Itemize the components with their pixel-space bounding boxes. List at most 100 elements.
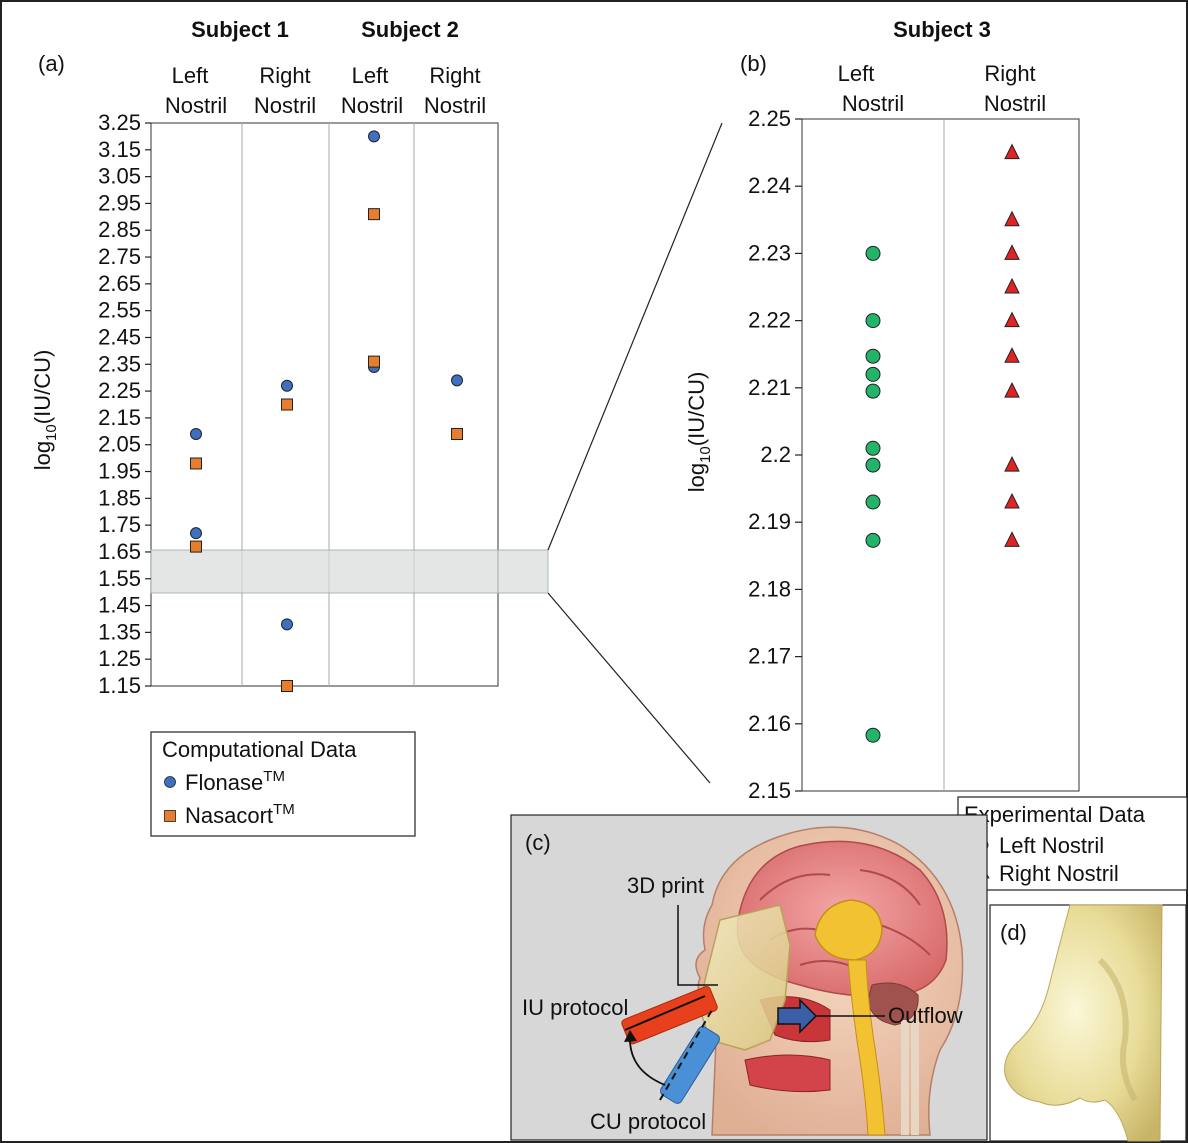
left-nostril-point [865, 348, 881, 364]
nasacort-point [190, 457, 202, 470]
a-y-tick-label: 2.35 [98, 351, 141, 376]
outflow-arrow [777, 998, 818, 1034]
right-nostril-point [1004, 347, 1020, 363]
flonase-point [281, 618, 293, 631]
b-y-tick-label: 2.18 [748, 576, 791, 601]
a-data-points [190, 130, 463, 692]
a-y-tick-label: 3.25 [98, 110, 141, 135]
nose-print-photo [1004, 904, 1163, 1142]
left-nostril-point [865, 313, 881, 329]
cu-protocol-label: CU protocol [590, 1109, 706, 1134]
b-y-tick-label: 2.23 [748, 240, 791, 265]
a-y-axis: 3.253.153.052.952.852.752.652.552.452.35… [98, 110, 151, 698]
brain-folds [759, 869, 931, 971]
b-col-1-line2: Nostril [842, 91, 904, 116]
a-y-tick-label: 1.35 [98, 619, 141, 644]
left-nostril-point [865, 245, 881, 261]
right-nostril-legend-label: Right Nostril [999, 861, 1119, 886]
a-col-4-line1: Right [429, 63, 480, 88]
iu-axis-line [624, 995, 706, 1031]
b-col-1-line1: Left [838, 61, 875, 86]
nasacort-legend-label: NasacortTM [185, 801, 295, 828]
print-leader [677, 905, 718, 986]
right-nostril-point [1004, 531, 1020, 547]
a-y-tick-label: 1.95 [98, 459, 141, 484]
zoom-connector-bottom [547, 592, 711, 784]
b-y-tick-label: 2.19 [748, 509, 791, 534]
b-legend-title: Experimental Data [964, 802, 1146, 827]
right-nostril-point [1004, 455, 1020, 472]
right-nostril-point [1004, 143, 1020, 160]
a-col-1-line1: Left [172, 63, 209, 88]
left-nostril-point [865, 457, 881, 473]
b-col-2-line2: Nostril [984, 91, 1046, 116]
a-col-3-line1: Left [352, 63, 389, 88]
left-nostril-point [865, 440, 881, 456]
nasacort-legend-marker [164, 810, 176, 822]
a-y-tick-label: 1.65 [98, 539, 141, 564]
a-y-tick-label: 2.05 [98, 432, 141, 457]
cerebellum [867, 982, 919, 1026]
flonase-legend-label: FlonaseTM [185, 768, 285, 795]
a-y-tick-label: 2.25 [98, 378, 141, 403]
subject-1-label: Subject 1 [191, 17, 289, 42]
panel-c: (c) 3D print I [510, 814, 988, 1141]
b-y-tick-label: 2.22 [748, 308, 791, 333]
panel-b: (b) Subject 3 Left Nostril Right Nostril… [684, 17, 1188, 891]
left-nostril-point [865, 494, 881, 510]
a-y-tick-label: 2.75 [98, 244, 141, 269]
b-col-2-line1: Right [984, 61, 1035, 86]
a-col-4-line2: Nostril [424, 93, 486, 118]
left-nostril-point [865, 532, 881, 548]
subject-2-label: Subject 2 [361, 17, 459, 42]
a-col-2-line1: Right [259, 63, 310, 88]
rotation-arrow-head [624, 1030, 637, 1042]
panel-a-label: (a) [38, 51, 65, 76]
left-nostril-point [865, 727, 881, 743]
spinal-cord [847, 959, 886, 1136]
right-nostril-point [1004, 277, 1020, 294]
panel-a: (a) Subject 1 Subject 2 Left Nostril Rig… [30, 17, 723, 837]
a-y-tick-label: 3.15 [98, 137, 141, 162]
flonase-legend-marker [164, 776, 176, 788]
print-label: 3D print [627, 873, 704, 898]
a-legend-box [150, 731, 416, 837]
a-legend-title: Computational Data [162, 737, 357, 762]
a-y-tick-label: 2.85 [98, 217, 141, 242]
zoom-band [150, 549, 549, 594]
spine [901, 1020, 919, 1135]
flonase-point [368, 130, 380, 143]
a-legend: Computational Data FlonaseTM NasacortTM [150, 731, 416, 837]
a-y-tick-label: 2.95 [98, 190, 141, 215]
b-legend-box [957, 796, 1188, 891]
left-nostril-legend-label: Left Nostril [999, 833, 1104, 858]
panel-b-label: (b) [740, 51, 767, 76]
panel-d-label: (d) [1000, 920, 1027, 945]
panel-d: (d) [989, 904, 1187, 1142]
a-y-tick-label: 2.45 [98, 324, 141, 349]
b-y-tick-label: 2.24 [748, 173, 791, 198]
a-y-tick-label: 2.15 [98, 405, 141, 430]
nasacort-point [190, 540, 202, 553]
b-y-tick-label: 2.16 [748, 711, 791, 736]
b-y-tick-label: 2.25 [748, 106, 791, 131]
a-y-tick-label: 1.25 [98, 646, 141, 671]
oral-cavity [744, 1054, 831, 1093]
b-plot-area [801, 118, 1080, 792]
left-nostril-point [865, 383, 881, 399]
right-nostril-point [1004, 382, 1020, 398]
right-nostril-point [1004, 210, 1020, 227]
right-nostril-point [1004, 492, 1020, 509]
zoom-connector-top [547, 122, 723, 551]
nasacort-point [368, 355, 380, 368]
a-y-tick-label: 2.55 [98, 298, 141, 323]
b-y-tick-label: 2.15 [748, 778, 791, 803]
nasacort-point [451, 427, 463, 440]
a-col-1-line2: Nostril [165, 93, 227, 118]
b-y-tick-label: 2.17 [748, 644, 791, 669]
nasacort-point [281, 680, 293, 692]
a-plot-area [150, 122, 499, 687]
flonase-point [451, 374, 463, 387]
